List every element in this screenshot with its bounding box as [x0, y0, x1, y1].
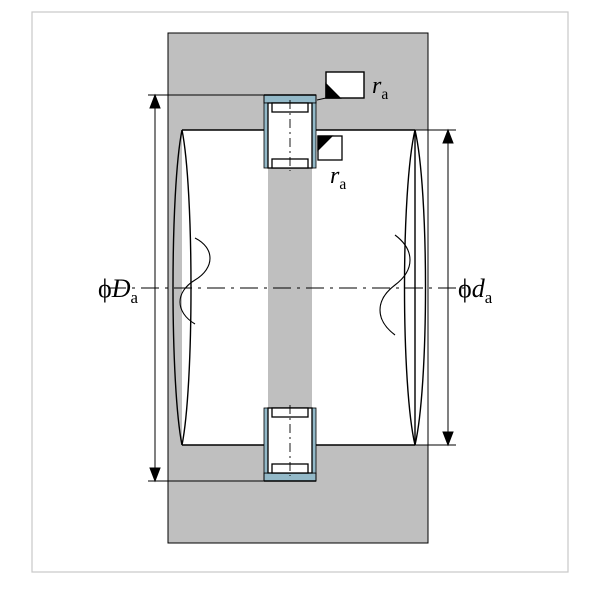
sub-a-inner: a [485, 288, 493, 307]
letter-r-2: r [330, 163, 339, 189]
label-ra-outer: ra [372, 74, 388, 102]
callout-ra-inner [318, 136, 342, 160]
sub-a-r2: a [339, 176, 346, 193]
letter-r-1: r [372, 73, 381, 99]
label-ra-inner: ra [330, 164, 346, 192]
phi-symbol-2: ϕ [458, 274, 472, 303]
diagram-svg [0, 0, 600, 600]
sub-a-r1: a [381, 86, 388, 103]
bearing-cross-section-diagram: ϕDa ϕda ra ra [0, 0, 600, 600]
letter-d: d [472, 274, 485, 303]
phi-symbol: ϕ [98, 274, 112, 303]
letter-D: D [112, 274, 131, 303]
label-phi-da: ϕda [458, 276, 492, 307]
roller-bottom [268, 405, 312, 476]
roller-top [268, 100, 312, 171]
sub-a-outer: a [130, 288, 138, 307]
label-phi-Da: ϕDa [98, 276, 138, 307]
